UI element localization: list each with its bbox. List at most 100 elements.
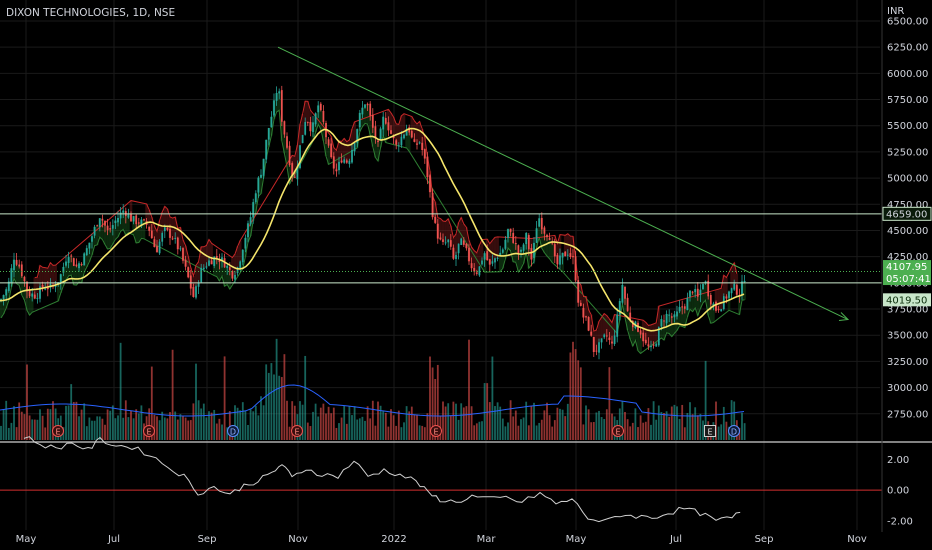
volume-bar <box>491 356 494 440</box>
volume-bar <box>140 405 143 440</box>
candle-body <box>59 274 62 283</box>
candle-body <box>109 228 112 230</box>
candle-body <box>551 241 554 244</box>
band-fill <box>17 266 21 286</box>
candle-body <box>509 228 512 232</box>
price-tick-label: 4750.00 <box>887 200 928 211</box>
band-fill <box>49 262 52 284</box>
volume-bar <box>304 355 307 440</box>
volume-bar <box>252 411 255 440</box>
band-fill <box>498 252 502 272</box>
candle-body <box>668 314 671 316</box>
band-fill <box>280 121 284 141</box>
candle-body <box>621 284 624 303</box>
candle-body <box>301 134 304 144</box>
price-tick-label: 6000.00 <box>887 69 928 80</box>
band-fill <box>327 145 330 165</box>
candle-body <box>717 309 720 311</box>
candle-body <box>652 344 655 346</box>
band-fill <box>605 315 609 337</box>
candle-body <box>371 114 374 128</box>
volume-bar <box>382 411 385 440</box>
candle-body <box>465 243 468 249</box>
volume-bar <box>325 413 327 440</box>
band-fill <box>584 296 588 318</box>
candle-body <box>226 265 229 268</box>
candle-body <box>457 243 460 254</box>
band-fill <box>608 319 611 340</box>
candle-body <box>655 343 658 347</box>
band-fill <box>563 235 567 257</box>
volume-bar <box>413 414 416 440</box>
candle-body <box>369 103 372 116</box>
volume-bar <box>652 401 655 440</box>
band-fill <box>693 289 697 308</box>
band-fill <box>335 150 338 172</box>
price-tick-label: 5750.00 <box>887 95 928 106</box>
band-fill <box>636 331 640 351</box>
candle-body <box>306 122 309 124</box>
band-fill <box>103 225 107 245</box>
candle-body <box>366 103 369 106</box>
candle-body <box>174 238 177 240</box>
volume-bar <box>681 404 684 440</box>
volume-bar <box>665 411 668 440</box>
dividend-marker[interactable]: D <box>227 425 239 437</box>
earnings-marker[interactable]: E <box>612 425 624 437</box>
candle-body <box>218 259 221 263</box>
band-fill <box>418 121 421 143</box>
candle-body <box>36 298 39 300</box>
volume-bar <box>226 427 229 440</box>
volume-bar <box>249 408 252 440</box>
band-fill <box>610 322 614 344</box>
volume-pane <box>0 338 746 440</box>
volume-bar <box>239 410 242 440</box>
candle-body <box>504 239 507 249</box>
band-fill <box>147 209 151 231</box>
band-fill <box>446 218 450 240</box>
volume-bar <box>405 406 408 440</box>
volume-bar <box>452 401 455 440</box>
band-fill <box>140 219 143 239</box>
candle-body <box>429 175 431 193</box>
band-fill <box>116 217 120 237</box>
candle-body <box>288 145 291 165</box>
dividend-marker[interactable]: D <box>728 425 740 437</box>
candle-body <box>590 331 593 336</box>
trendline[interactable] <box>277 46 849 320</box>
candle-body <box>587 317 590 331</box>
band-fill <box>171 218 174 240</box>
band-fill <box>491 240 494 262</box>
band-fill <box>340 141 343 163</box>
candle-body <box>600 338 603 343</box>
volume-bar <box>20 411 23 440</box>
earnings-marker[interactable]: E <box>291 425 303 437</box>
candle-body <box>559 255 561 265</box>
candle-body <box>184 259 187 267</box>
earnings-marker[interactable]: E <box>430 425 442 437</box>
candle-body <box>23 276 26 282</box>
earnings-marker[interactable]: E <box>143 425 155 437</box>
band-fill <box>397 124 401 146</box>
band-fill <box>496 236 499 258</box>
candle-body <box>546 234 548 238</box>
oscillator-line <box>23 436 741 523</box>
earnings-marker[interactable]: E <box>52 425 64 437</box>
volume-bar <box>444 406 447 440</box>
band-fill <box>324 137 328 157</box>
candle-body <box>663 320 665 322</box>
volume-bar <box>78 416 80 440</box>
candle-body <box>93 226 96 236</box>
band-fill <box>342 138 346 160</box>
candle-body <box>273 100 275 116</box>
candle-body <box>650 345 652 348</box>
volume-bar <box>75 401 78 440</box>
earnings-marker[interactable]: E <box>704 425 716 437</box>
candle-body <box>260 174 262 178</box>
marker-label: E <box>146 428 151 437</box>
volume-bar <box>533 402 535 440</box>
band-fill <box>277 91 281 111</box>
volume-bar <box>678 418 681 440</box>
